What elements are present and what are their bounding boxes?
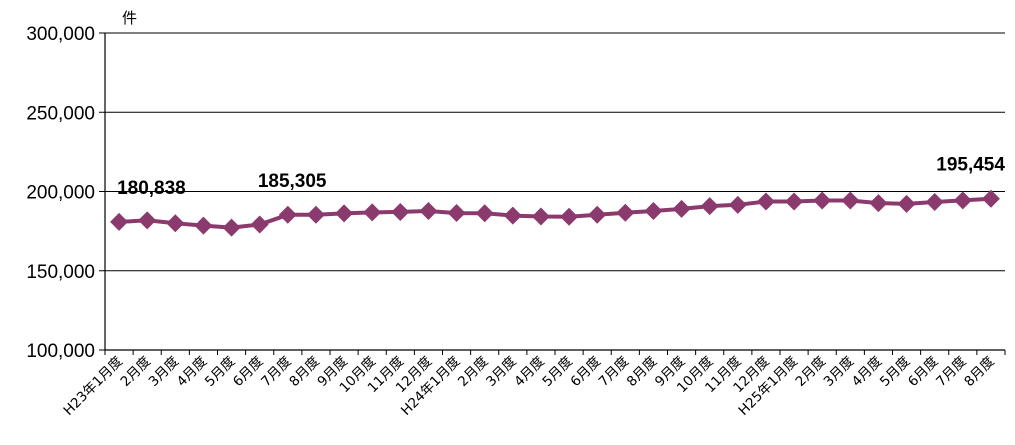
data-point-marker — [250, 215, 269, 234]
data-point-marker — [869, 194, 888, 213]
data-point-marker — [588, 205, 607, 224]
axes — [104, 33, 1006, 355]
data-point-marker — [897, 194, 916, 213]
series-line — [118, 196, 992, 230]
data-label: 185,305 — [258, 171, 327, 192]
data-point-marker — [503, 206, 522, 225]
x-tick-label: 7月度 — [596, 354, 632, 390]
x-tick-label: H23年1月度 — [61, 354, 126, 419]
x-tick-label: 8月度 — [624, 354, 660, 390]
data-point-marker — [391, 202, 410, 221]
data-point-marker — [447, 204, 466, 223]
data-point-marker — [981, 189, 1000, 208]
data-point-marker — [644, 201, 663, 220]
x-tick-label: 2月度 — [793, 354, 829, 390]
data-point-marker — [363, 203, 382, 222]
y-axis-tick-labels: 100,000 150,000 200,000 250,000 300,000 — [26, 24, 95, 362]
x-tick-label: 5月度 — [202, 354, 238, 390]
data-point-marker — [560, 207, 579, 226]
x-tick-label: 4月度 — [849, 354, 885, 390]
x-tick-label: 8月度 — [961, 354, 997, 390]
data-point-marker — [419, 201, 438, 220]
x-tick-label: 5月度 — [877, 354, 913, 390]
x-axis-tick-labels: H23年1月度2月度3月度4月度5月度6月度7月度8月度9月度10月度11月度1… — [61, 354, 998, 419]
data-point-marker — [953, 191, 972, 210]
x-tick-label: 5月度 — [539, 354, 575, 390]
data-point-marker — [306, 205, 325, 224]
x-tick-label: 7月度 — [933, 354, 969, 390]
x-tick-label: 7月度 — [258, 354, 294, 390]
y-tick-label: 200,000 — [26, 183, 95, 204]
data-point-marker — [925, 192, 944, 211]
data-point-marker — [756, 192, 775, 211]
data-point-marker — [785, 192, 804, 211]
x-tick-label: 2月度 — [118, 354, 154, 390]
x-tick-label: 3月度 — [483, 354, 519, 390]
data-point-marker — [335, 204, 354, 223]
data-point-marker — [138, 211, 157, 230]
data-point-marker — [616, 203, 635, 222]
data-point-marker — [475, 204, 494, 223]
data-point-marker — [813, 191, 832, 210]
data-point-marker — [194, 216, 213, 235]
data-point-marker — [700, 197, 719, 216]
data-label: 180,838 — [117, 178, 186, 199]
x-tick-label: 6月度 — [230, 354, 266, 390]
data-point-marker — [278, 205, 297, 224]
x-tick-label: 3月度 — [821, 354, 857, 390]
data-point-marker — [166, 214, 185, 233]
gridlines — [99, 32, 1005, 351]
data-point-marker — [841, 191, 860, 210]
data-point-marker — [110, 212, 129, 231]
data-point-marker — [728, 195, 747, 214]
data-point-marker — [531, 207, 550, 226]
x-tick-label: 3月度 — [146, 354, 182, 390]
y-axis-unit-label: 件 — [122, 9, 137, 27]
data-point-marker — [222, 218, 241, 237]
x-tick-label: 2月度 — [455, 354, 491, 390]
x-tick-label: 8月度 — [286, 354, 322, 390]
y-tick-label: 250,000 — [26, 103, 95, 124]
x-tick-label: 6月度 — [905, 354, 941, 390]
series-markers — [110, 189, 1000, 237]
data-labels: 180,838 185,305 195,454 — [117, 155, 1005, 199]
x-tick-label: 6月度 — [568, 354, 604, 390]
data-point-marker — [672, 199, 691, 218]
data-label: 195,454 — [936, 155, 1005, 176]
y-tick-label: 100,000 — [26, 341, 95, 362]
x-tick-label: 4月度 — [174, 354, 210, 390]
y-tick-label: 150,000 — [26, 262, 95, 283]
x-tick-label: 4月度 — [511, 354, 547, 390]
y-tick-label: 300,000 — [26, 24, 95, 45]
